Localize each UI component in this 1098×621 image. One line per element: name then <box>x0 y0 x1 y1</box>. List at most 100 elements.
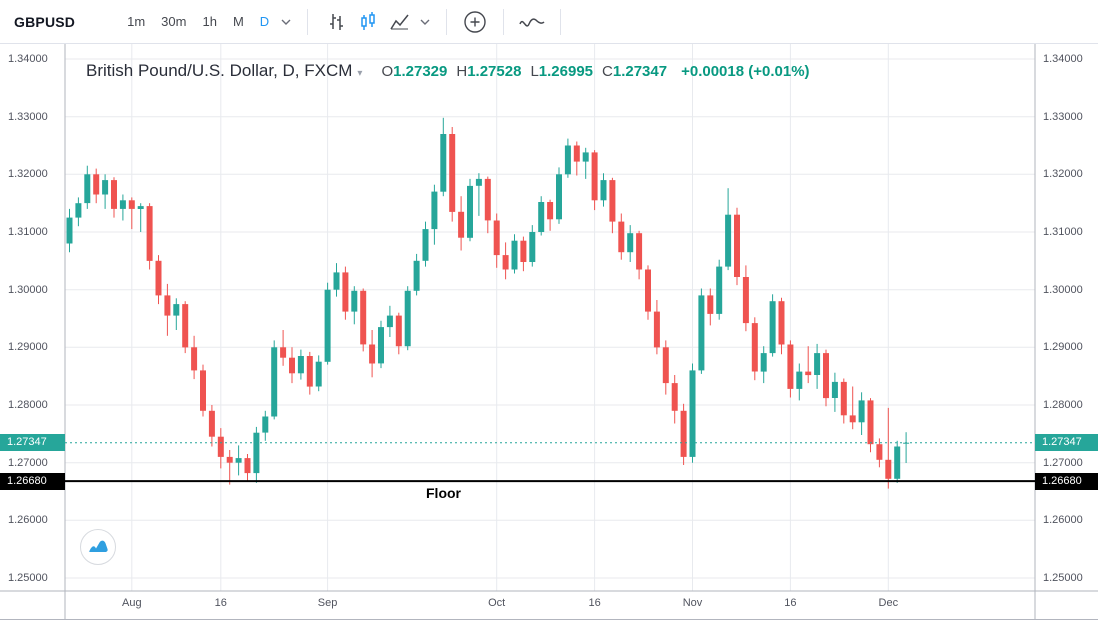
price-tick-right: 1.34000 <box>1043 53 1083 65</box>
toolbar-separator <box>560 8 562 35</box>
tradingview-logo-button[interactable] <box>79 528 117 566</box>
chart-toolbar: GBPUSD 1m 30m 1h M D <box>0 0 1098 44</box>
interval-button-D[interactable]: D <box>252 10 277 33</box>
candle <box>378 320 384 369</box>
candle <box>475 173 482 216</box>
time-tick[interactable]: 16 <box>588 597 601 609</box>
chart-legend: British Pound/U.S. Dollar, D, FXCM ▾ O 1… <box>86 61 810 81</box>
candle <box>262 410 269 441</box>
price-tick-right: 1.32000 <box>1043 168 1083 181</box>
time-tick[interactable]: Oct <box>488 597 506 609</box>
compare-plus-icon[interactable] <box>459 6 491 38</box>
price-tick-left: 1.25000 <box>8 572 48 584</box>
interval-chevron-down-icon[interactable] <box>277 19 295 25</box>
candle <box>173 298 180 330</box>
price-tick-left: 1.33000 <box>8 110 48 123</box>
price-tick-left: 1.27000 <box>8 456 48 469</box>
chart-type-chevron-down-icon[interactable] <box>416 19 434 25</box>
toolbar-separator <box>307 8 309 35</box>
candle <box>511 234 518 274</box>
candle <box>529 225 536 267</box>
candle <box>369 330 376 378</box>
candle <box>315 355 322 392</box>
price-tick-right: 1.30000 <box>1043 283 1083 296</box>
candle <box>787 340 794 398</box>
legend-chevron-down-icon[interactable]: ▾ <box>357 68 363 79</box>
interval-button-1m[interactable]: 1m <box>119 10 153 33</box>
candle <box>449 127 456 222</box>
candle <box>200 364 206 417</box>
candle <box>137 203 144 232</box>
bars-chart-type-icon[interactable] <box>320 6 352 38</box>
candle <box>591 150 598 211</box>
candle <box>235 445 242 476</box>
candle <box>217 428 224 469</box>
candle <box>876 438 883 468</box>
candle <box>289 347 295 384</box>
candle <box>760 346 767 384</box>
toolbar-separator <box>446 8 448 35</box>
candle <box>493 213 500 268</box>
price-tick-right: 1.31000 <box>1043 226 1083 238</box>
current-price-tag-right: 1.27347 <box>1035 434 1098 452</box>
floor-price-tag-left: 1.26680 <box>0 472 65 490</box>
interval-button-30m[interactable]: 30m <box>153 10 194 33</box>
candle <box>155 255 162 305</box>
candle <box>119 194 126 221</box>
candle <box>84 165 91 209</box>
candle <box>351 286 358 325</box>
candle <box>431 184 438 245</box>
candle <box>627 225 634 262</box>
candle <box>849 386 856 430</box>
area-chart-type-icon[interactable] <box>384 6 416 38</box>
candle <box>618 213 625 260</box>
candle <box>751 317 758 381</box>
close-label: C <box>602 63 613 80</box>
time-tick[interactable]: 16 <box>784 597 797 609</box>
candle <box>698 288 705 374</box>
candle <box>707 288 714 326</box>
candle <box>306 351 313 395</box>
candle <box>342 266 349 320</box>
chart-title[interactable]: British Pound/U.S. Dollar, D, FXCM <box>86 61 353 80</box>
candle <box>814 343 821 389</box>
floor-price-tag-right: 1.26680 <box>1035 472 1098 490</box>
indicator-line-icon[interactable] <box>516 6 548 38</box>
time-tick[interactable]: Sep <box>317 597 338 609</box>
time-tick[interactable]: 16 <box>214 597 227 609</box>
candle <box>903 432 910 463</box>
time-tick[interactable]: Dec <box>878 597 899 609</box>
floor-annotation-label[interactable]: Floor <box>426 485 461 501</box>
interval-button-1h[interactable]: 1h <box>194 10 224 33</box>
price-tick-right: 1.29000 <box>1043 341 1083 354</box>
candle <box>831 372 838 412</box>
candle <box>395 312 402 355</box>
candle <box>128 197 135 230</box>
price-tick-left: 1.29000 <box>8 341 48 354</box>
symbol-label[interactable]: GBPUSD <box>14 13 76 30</box>
candle <box>164 283 171 336</box>
price-tick-right: 1.28000 <box>1043 399 1083 411</box>
candle <box>858 392 865 435</box>
high-value: 1.27528 <box>467 63 522 80</box>
price-tick-left: 1.26000 <box>8 514 48 527</box>
candle <box>111 177 117 218</box>
time-tick[interactable]: Nov <box>682 597 703 609</box>
time-tick[interactable]: Aug <box>122 597 142 609</box>
candle <box>271 340 278 420</box>
candle <box>208 405 215 447</box>
candle <box>689 363 696 463</box>
candle <box>404 286 411 351</box>
chart-area[interactable]: British Pound/U.S. Dollar, D, FXCM ▾ O 1… <box>0 44 1098 620</box>
candle <box>778 297 785 355</box>
interval-button-M[interactable]: M <box>225 10 252 33</box>
candles-chart-type-icon[interactable] <box>352 6 384 38</box>
candle <box>556 167 562 224</box>
price-tick-right: 1.27000 <box>1043 456 1083 469</box>
candle <box>538 196 545 236</box>
candle <box>894 440 901 483</box>
candle <box>742 265 749 332</box>
low-value: 1.26995 <box>538 63 594 80</box>
candle <box>520 236 527 272</box>
candle <box>226 450 233 485</box>
